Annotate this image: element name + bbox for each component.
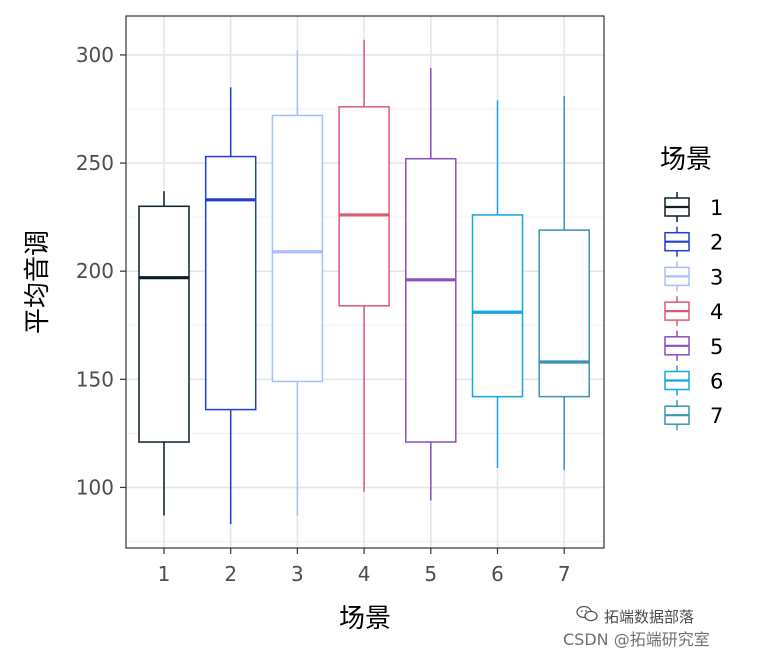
x-tick-label: 7 xyxy=(558,562,571,586)
watermark-brand: 拓端数据部落 xyxy=(604,608,695,626)
box-6 xyxy=(471,100,524,468)
box-iqr xyxy=(138,205,190,443)
legend-label: 5 xyxy=(710,335,723,359)
legend: 场景 1 2 3 4 5 6 7 xyxy=(660,145,723,431)
legend-label: 7 xyxy=(710,404,723,428)
legend-label: 1 xyxy=(710,196,723,220)
box-iqr xyxy=(405,157,457,443)
box-2 xyxy=(204,87,257,525)
y-axis-title: 平均音调 xyxy=(23,230,53,334)
legend-label: 3 xyxy=(710,265,723,289)
box-iqr xyxy=(204,155,257,411)
legend-item-2: 2 xyxy=(664,226,723,257)
box-4 xyxy=(338,39,390,492)
x-tick-label: 1 xyxy=(158,562,171,586)
plot-panel-border xyxy=(125,15,605,549)
box-iqr xyxy=(538,229,590,398)
y-axis: 100 150 200 250 300 xyxy=(76,43,126,499)
box-5 xyxy=(405,67,457,501)
y-tick-label: 200 xyxy=(76,259,114,283)
x-tick-label: 2 xyxy=(224,562,237,586)
box-series xyxy=(138,39,590,525)
legend-title: 场景 xyxy=(660,145,712,175)
box-iqr xyxy=(338,106,390,307)
watermark-source: CSDN @拓端研究室 xyxy=(563,630,710,649)
legend-label: 4 xyxy=(710,300,723,324)
y-tick-label: 100 xyxy=(76,475,114,499)
x-tick-label: 3 xyxy=(291,562,304,586)
x-axis: 1 2 3 4 5 6 7 xyxy=(158,548,571,586)
wechat-icon xyxy=(576,605,598,622)
box-3 xyxy=(271,50,324,516)
legend-label: 2 xyxy=(710,231,723,255)
box-iqr xyxy=(471,214,524,398)
legend-item-4: 4 xyxy=(664,296,723,327)
legend-item-1: 1 xyxy=(664,192,723,222)
legend-label: 6 xyxy=(710,370,723,394)
legend-item-5: 5 xyxy=(664,330,723,361)
x-tick-label: 5 xyxy=(424,562,437,586)
legend-item-6: 6 xyxy=(664,365,723,396)
x-tick-label: 6 xyxy=(491,562,504,586)
box-iqr xyxy=(271,114,324,383)
y-tick-label: 300 xyxy=(76,43,114,67)
box-7 xyxy=(538,96,590,471)
x-axis-title: 场景 xyxy=(339,604,391,634)
box-1 xyxy=(138,191,190,516)
x-tick-label: 4 xyxy=(358,562,371,586)
legend-item-3: 3 xyxy=(664,261,723,292)
y-tick-label: 250 xyxy=(76,151,114,175)
y-tick-label: 150 xyxy=(76,367,114,391)
legend-item-7: 7 xyxy=(664,400,723,431)
